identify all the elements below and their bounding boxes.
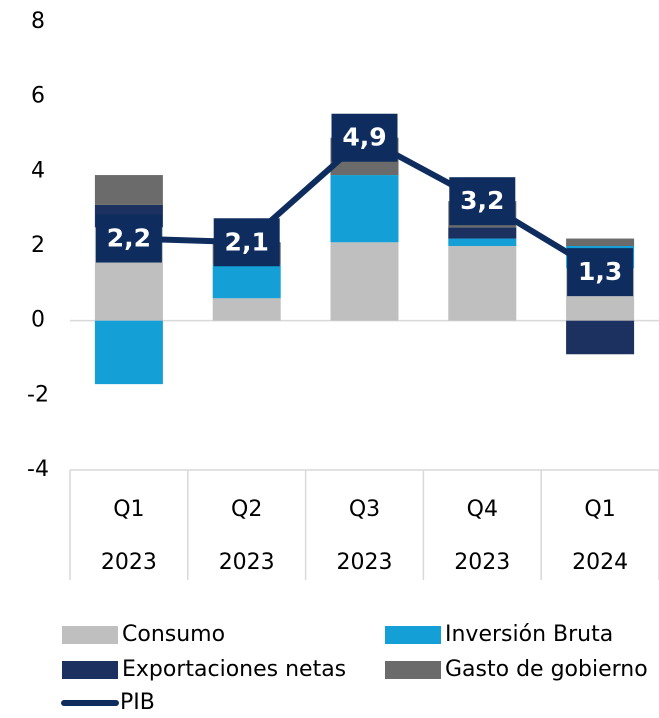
value-label-box: [95, 214, 162, 263]
x-group-label: 2023: [219, 550, 275, 575]
bar-segment: [212, 264, 281, 299]
legend-label: PIB: [120, 690, 155, 715]
y-tick-label: 4: [31, 158, 45, 183]
x-group-label: 2023: [454, 550, 510, 575]
y-tick-label: 8: [31, 9, 45, 34]
legend-label: Consumo: [122, 622, 225, 647]
x-tick-label: Q1: [584, 497, 615, 522]
y-tick-label: -2: [27, 382, 49, 407]
legend-label: Inversión Bruta: [445, 622, 613, 647]
x-group-label: 2023: [337, 550, 393, 575]
bar-segment: [448, 238, 517, 246]
legend-swatch: [62, 661, 118, 679]
value-label: 2,1: [225, 227, 269, 256]
x-tick-label: Q2: [231, 497, 262, 522]
legend-swatch: [385, 661, 441, 679]
value-label: 2,2: [107, 224, 151, 253]
value-label-box: [213, 218, 280, 267]
value-label-box: [567, 248, 634, 297]
legend-label: Gasto de gobierno: [445, 657, 648, 682]
x-group-label: 2024: [572, 550, 628, 575]
value-label: 3,2: [460, 186, 504, 215]
value-label: 4,9: [342, 123, 386, 152]
legend-label: Exportaciones netas: [122, 657, 346, 682]
bar-segment: [566, 320, 635, 355]
y-tick-label: 0: [31, 308, 45, 333]
bar-segment: [566, 238, 635, 246]
bar-segment: [330, 242, 399, 321]
y-tick-label: 6: [31, 84, 45, 109]
y-tick-label: -4: [27, 457, 49, 482]
x-tick-label: Q1: [113, 497, 144, 522]
x-tick-label: Q4: [467, 497, 498, 522]
y-tick-label: 2: [31, 233, 45, 258]
bar-segment: [448, 227, 517, 239]
bar-segment: [448, 246, 517, 321]
x-tick-label: Q3: [349, 497, 380, 522]
bar-segment: [330, 175, 399, 243]
legend-swatch: [62, 626, 118, 644]
value-label-box: [331, 113, 398, 162]
bar-segment: [94, 320, 163, 385]
value-label-box: [449, 177, 516, 226]
x-group-label: 2023: [101, 550, 157, 575]
legend-swatch: [385, 626, 441, 644]
value-label: 1,3: [578, 257, 622, 286]
bar-segment: [94, 175, 163, 205]
bar-segment: [212, 298, 281, 321]
